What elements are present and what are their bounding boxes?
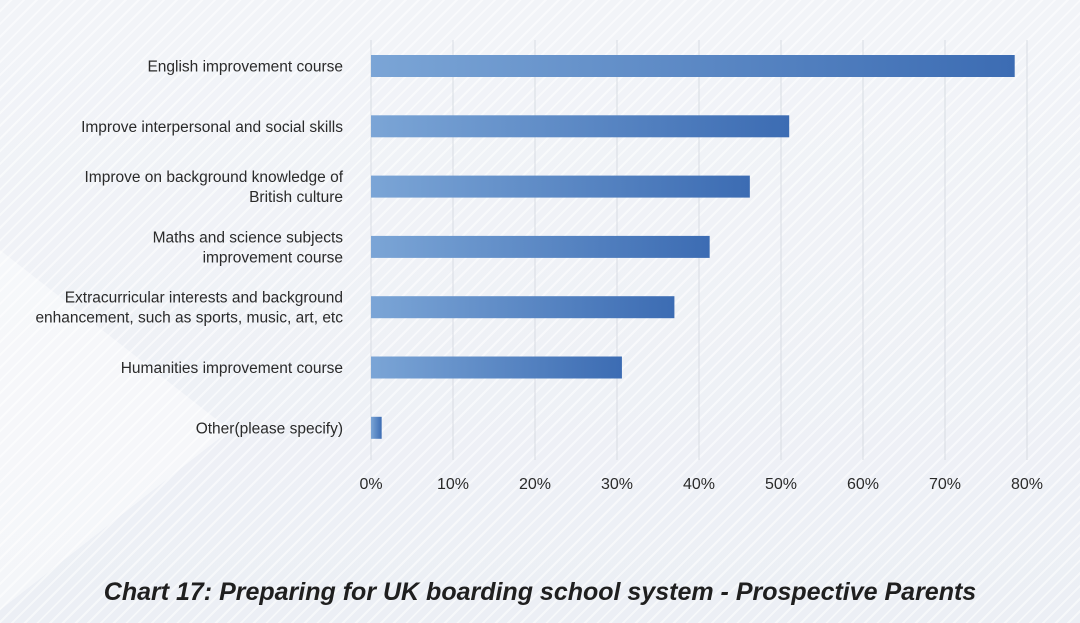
category-labels: English improvement course Improve interp…	[35, 59, 343, 438]
category-label-4: Extracurricular interests and background…	[35, 290, 343, 327]
category-label-1: Improve interpersonal and social skills	[81, 119, 343, 136]
tick-label-7: 70%	[929, 476, 961, 493]
tick-label-6: 60%	[847, 476, 879, 493]
tick-label-8: 80%	[1011, 476, 1043, 493]
bars	[371, 55, 1015, 439]
category-label-2: Improve on background knowledge of Britis…	[85, 169, 344, 206]
bar-3	[371, 235, 710, 258]
category-label-6: Other(please specify)	[196, 420, 343, 437]
category-label-5: Humanities improvement course	[121, 360, 343, 377]
category-label-3: Maths and science subjects improvement co…	[153, 229, 344, 266]
bar-2	[371, 175, 750, 198]
tick-label-5: 50%	[765, 476, 797, 493]
bar-1	[371, 115, 790, 138]
bar-0	[371, 55, 1015, 77]
tick-label-0: 0%	[359, 476, 382, 493]
bar-5	[371, 356, 622, 379]
tick-label-2: 20%	[519, 476, 551, 493]
bar-4	[371, 296, 675, 319]
chart-title: Chart 17: Preparing for UK boarding scho…	[103, 578, 977, 606]
bar-6	[371, 416, 382, 439]
tick-label-3: 30%	[601, 476, 633, 493]
tick-label-1: 10%	[437, 476, 469, 493]
tick-label-4: 40%	[683, 476, 715, 493]
category-label-0: English improvement course	[147, 59, 343, 76]
x-axis-ticks: 0% 10% 20% 30% 40% 50% 60% 70% 80%	[359, 476, 1043, 493]
background-shape	[0, 250, 230, 610]
